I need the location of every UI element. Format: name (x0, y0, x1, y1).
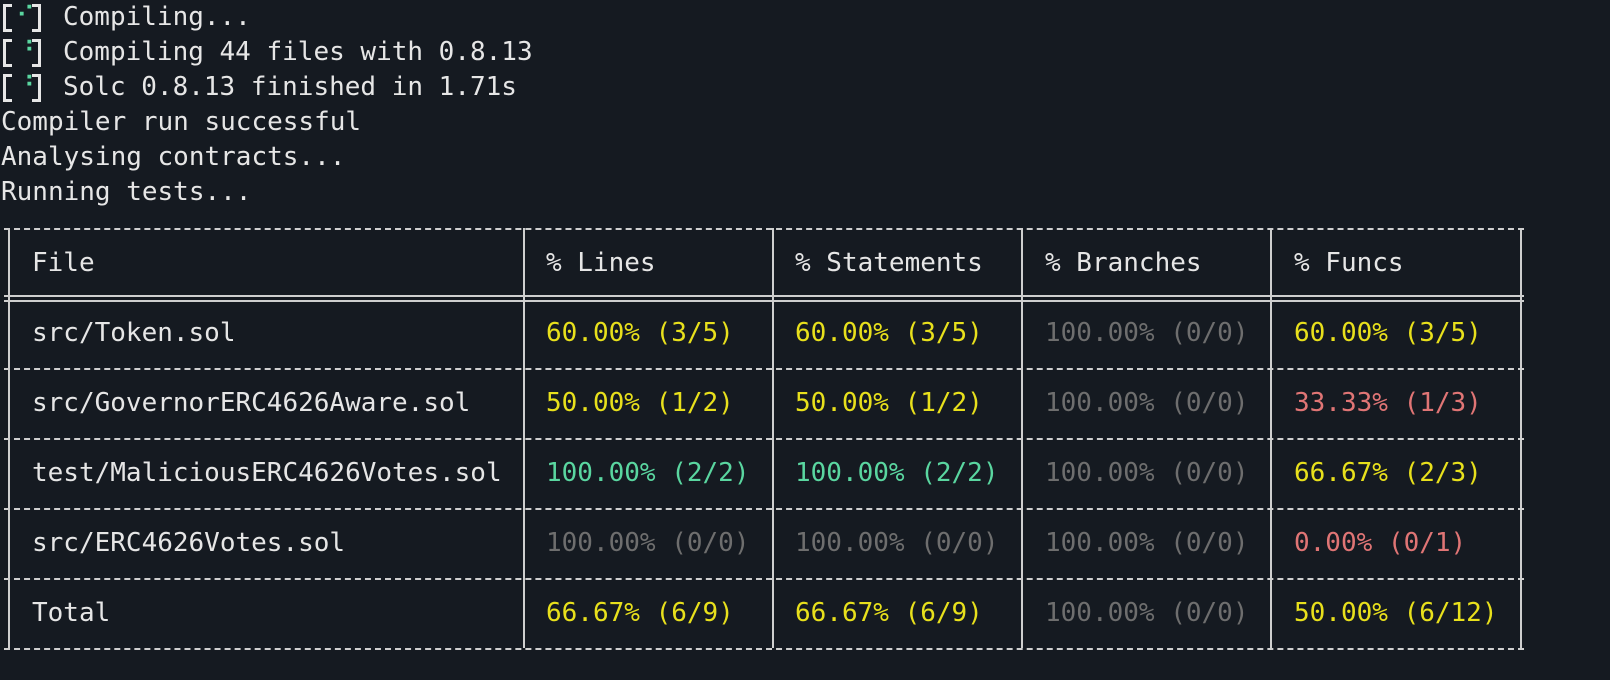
header-cell: % Statements (795, 247, 983, 278)
coverage-cell: 60.00% (3/5) (1294, 317, 1482, 348)
header-separator (4, 295, 1524, 302)
coverage-cell: 50.00% (1/2) (795, 387, 983, 418)
row-separator (4, 648, 1524, 650)
column-border (8, 228, 10, 648)
row-separator (4, 508, 1524, 510)
log-line: Running tests... (1, 177, 252, 207)
header-cell: % Lines (546, 247, 656, 278)
bracket (3, 39, 12, 67)
column-border (523, 228, 525, 648)
log-line: Compiling 44 files with 0.8.13 (63, 37, 533, 67)
coverage-cell: 66.67% (2/3) (1294, 457, 1482, 488)
spinner: ⠘ (16, 72, 36, 102)
bracket (3, 4, 12, 32)
column-border (1021, 228, 1023, 648)
coverage-cell: 100.00% (0/0) (1045, 317, 1249, 348)
bracket (3, 74, 12, 102)
file-cell: src/ERC4626Votes.sol (32, 527, 346, 558)
log-line: Compiling... (63, 2, 251, 32)
column-border (772, 228, 774, 648)
bracket (32, 39, 41, 67)
file-cell: src/Token.sol (32, 317, 236, 348)
coverage-cell: 100.00% (0/0) (1045, 387, 1249, 418)
coverage-cell: 50.00% (1/2) (546, 387, 734, 418)
file-cell: Total (32, 597, 111, 628)
bracket (32, 4, 41, 32)
table-border (4, 228, 1524, 230)
coverage-cell: 60.00% (3/5) (546, 317, 734, 348)
header-cell: % Branches (1045, 247, 1202, 278)
coverage-cell: 33.33% (1/3) (1294, 387, 1482, 418)
file-cell: src/GovernorERC4626Aware.sol (32, 387, 471, 418)
row-separator (4, 368, 1524, 370)
coverage-cell: 66.67% (6/9) (795, 597, 983, 628)
coverage-cell: 100.00% (0/0) (795, 527, 999, 558)
coverage-cell: 100.00% (2/2) (795, 457, 999, 488)
spinner: ⠘ (16, 37, 36, 67)
coverage-cell: 100.00% (0/0) (1045, 457, 1249, 488)
coverage-cell: 50.00% (6/12) (1294, 597, 1498, 628)
log-line: Solc 0.8.13 finished in 1.71s (63, 72, 517, 102)
coverage-cell: 100.00% (2/2) (546, 457, 750, 488)
column-border (1270, 228, 1272, 648)
row-separator (4, 438, 1524, 440)
bracket (32, 74, 41, 102)
coverage-cell: 100.00% (0/0) (1045, 597, 1249, 628)
coverage-cell: 100.00% (0/0) (1045, 527, 1249, 558)
log-line: Analysing contracts... (1, 142, 346, 172)
spinner: ⠊ (16, 2, 36, 32)
coverage-cell: 0.00% (0/1) (1294, 527, 1467, 558)
file-cell: test/MaliciousERC4626Votes.sol (32, 457, 502, 488)
coverage-cell: 100.00% (0/0) (546, 527, 750, 558)
column-border (1520, 228, 1522, 648)
coverage-cell: 66.67% (6/9) (546, 597, 734, 628)
header-cell: File (32, 247, 95, 278)
log-line: Compiler run successful (1, 107, 362, 137)
header-cell: % Funcs (1294, 247, 1404, 278)
row-separator (4, 578, 1524, 580)
coverage-cell: 60.00% (3/5) (795, 317, 983, 348)
